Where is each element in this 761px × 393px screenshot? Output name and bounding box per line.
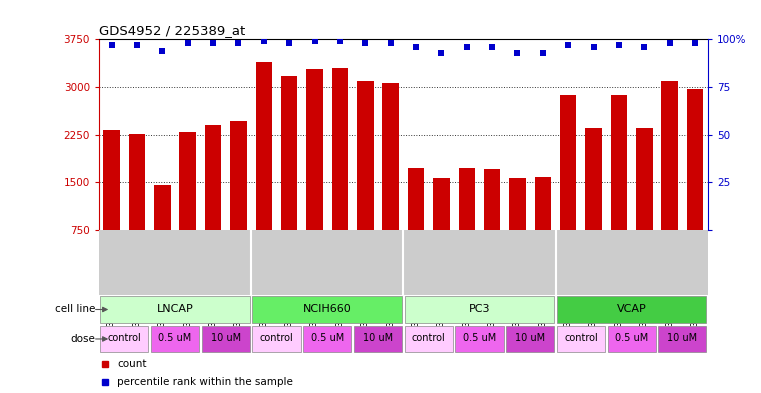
Point [486, 44, 498, 50]
Bar [151, 326, 199, 352]
Text: 0.5 uM: 0.5 uM [615, 333, 648, 343]
Text: 10 uM: 10 uM [667, 333, 697, 343]
Text: GDS4952 / 225389_at: GDS4952 / 225389_at [99, 24, 245, 37]
Bar [281, 75, 298, 230]
Point [384, 40, 396, 46]
Point [689, 40, 701, 46]
Bar [506, 326, 554, 352]
Point [131, 42, 143, 48]
Point [562, 42, 575, 48]
Point [587, 44, 600, 50]
Text: percentile rank within the sample: percentile rank within the sample [117, 377, 293, 387]
Bar [103, 130, 120, 230]
Point [359, 40, 371, 46]
Bar [202, 326, 250, 352]
Point [638, 44, 651, 50]
Bar [253, 296, 402, 323]
Bar [154, 185, 170, 230]
Bar [557, 326, 605, 352]
Text: control: control [260, 333, 294, 343]
Bar [382, 83, 399, 230]
Bar [129, 134, 145, 230]
Text: 0.5 uM: 0.5 uM [158, 333, 192, 343]
Text: PC3: PC3 [469, 304, 490, 314]
Text: cell line: cell line [55, 305, 95, 314]
Text: dose: dose [70, 334, 95, 344]
Bar [610, 95, 627, 230]
Bar [100, 326, 148, 352]
Bar [405, 326, 453, 352]
Bar [256, 62, 272, 230]
Text: 10 uM: 10 uM [515, 333, 545, 343]
Point [460, 44, 473, 50]
Bar [230, 121, 247, 230]
Bar [303, 326, 352, 352]
Text: LNCAP: LNCAP [157, 304, 193, 314]
Bar [509, 178, 526, 230]
Bar [534, 177, 551, 230]
Bar [332, 68, 349, 230]
Bar [661, 81, 678, 230]
Bar [253, 326, 301, 352]
Point [308, 38, 320, 44]
Text: control: control [564, 333, 598, 343]
Point [232, 40, 244, 46]
Bar [585, 128, 602, 230]
Text: control: control [107, 333, 142, 343]
Bar [357, 81, 374, 230]
Point [207, 40, 219, 46]
Bar [354, 326, 402, 352]
Text: 0.5 uM: 0.5 uM [310, 333, 344, 343]
Bar [180, 132, 196, 230]
Bar [687, 90, 703, 230]
Point [410, 44, 422, 50]
Bar [408, 168, 425, 230]
Text: 10 uM: 10 uM [211, 333, 240, 343]
Text: count: count [117, 359, 147, 369]
Bar [658, 326, 706, 352]
Bar [100, 296, 250, 323]
Point [156, 48, 168, 54]
Bar [433, 178, 450, 230]
Bar [205, 125, 221, 230]
Point [664, 40, 676, 46]
Point [182, 40, 194, 46]
Text: NCIH660: NCIH660 [303, 304, 352, 314]
Text: 0.5 uM: 0.5 uM [463, 333, 496, 343]
Point [258, 38, 270, 44]
Bar [458, 168, 475, 230]
Bar [636, 128, 653, 230]
Point [283, 40, 295, 46]
Bar [455, 326, 504, 352]
Bar [484, 169, 501, 230]
Point [537, 50, 549, 56]
Point [613, 42, 625, 48]
Bar [306, 69, 323, 230]
Text: 10 uM: 10 uM [363, 333, 393, 343]
Point [106, 42, 118, 48]
Point [334, 38, 346, 44]
Point [435, 50, 447, 56]
Text: VCAP: VCAP [616, 304, 647, 314]
Text: control: control [412, 333, 446, 343]
Bar [607, 326, 656, 352]
Bar [560, 95, 577, 230]
Bar [557, 296, 706, 323]
Point [511, 50, 524, 56]
Bar [405, 296, 554, 323]
